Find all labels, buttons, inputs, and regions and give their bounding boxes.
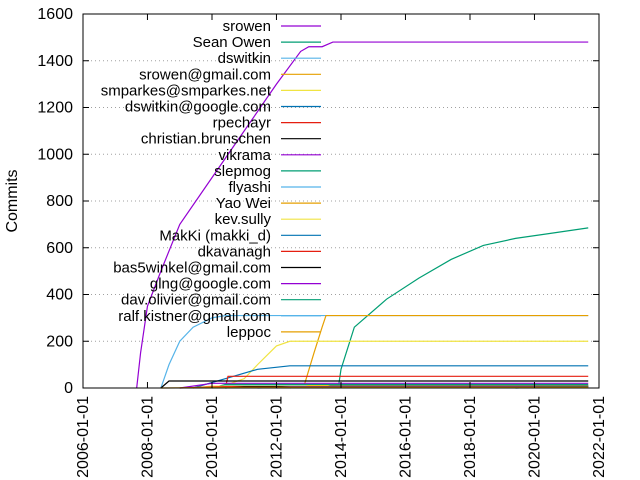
x-tick-label-2018-01-01: 2018-01-01 <box>462 396 479 478</box>
y-tick-label-400: 400 <box>46 287 73 304</box>
legend-label-4: smparkes@smparkes.net <box>101 82 272 99</box>
series-line-7 <box>160 380 589 389</box>
legend-label-12: kev.sully <box>215 211 272 228</box>
series-line-0 <box>136 41 589 389</box>
x-tick-label-2006-01-01: 2006-01-01 <box>75 396 92 478</box>
legend-label-2: dswitkin <box>218 50 271 67</box>
y-tick-label-800: 800 <box>46 193 73 210</box>
x-tick-label-2008-01-01: 2008-01-01 <box>139 396 156 478</box>
series-line-5 <box>192 365 589 389</box>
legend-label-19: leppoc <box>227 324 272 341</box>
legend-label-18: ralf.kistner@gmail.com <box>118 308 271 325</box>
y-tick-label-1000: 1000 <box>37 146 73 163</box>
series-line-4 <box>217 340 589 389</box>
series-line-3 <box>302 314 589 389</box>
y-tick-label-1200: 1200 <box>37 100 73 117</box>
series-line-2 <box>160 314 589 389</box>
legend-label-6: rpechayr <box>213 115 271 132</box>
x-tick-label-2012-01-01: 2012-01-01 <box>268 396 285 478</box>
x-axis: 2006-01-01 2008-01-01 2010-01-01 2012-01-01… <box>75 14 608 478</box>
y-tick-label-600: 600 <box>46 240 73 257</box>
y-axis-label: Commits <box>4 169 21 232</box>
legend-label-11: Yao Wei <box>216 195 271 212</box>
legend-label-3: srowen@gmail.com <box>139 66 271 83</box>
x-tick-label-2020-01-01: 2020-01-01 <box>526 396 543 478</box>
legend-label-0: srowen <box>223 18 271 35</box>
y-axis: 0 200 400 600 800 1000 1200 1400 1600 <box>37 6 599 397</box>
x-tick-label-2022-01-01: 2022-01-01 <box>591 396 608 478</box>
legend-label-7: christian.brunschen <box>141 131 271 148</box>
y-tick-label-1400: 1400 <box>37 53 73 70</box>
y-tick-label-1600: 1600 <box>37 6 73 23</box>
legend-label-17: dav.olivier@gmail.com <box>121 292 271 309</box>
legend-label-15: bas5winkel@gmail.com <box>113 260 271 277</box>
legend-label-1: Sean Owen <box>193 34 271 51</box>
legend-label-13: MakKi (makki_d) <box>159 227 271 244</box>
legend-label-16: glng@google.com <box>150 276 271 293</box>
legend-label-10: flyashi <box>228 179 271 196</box>
x-tick-label-2010-01-01: 2010-01-01 <box>204 396 221 478</box>
legend-label-5: dswitkin@google.com <box>125 99 271 116</box>
y-tick-label-200: 200 <box>46 333 73 350</box>
legend-label-9: slepmog <box>214 163 271 180</box>
series-line-1 <box>337 227 589 389</box>
legend-label-8: vikrama <box>218 147 271 164</box>
y-tick-label-0: 0 <box>64 380 73 397</box>
x-tick-label-2016-01-01: 2016-01-01 <box>397 396 414 478</box>
legend-label-14: dkavanagh <box>198 243 271 260</box>
x-tick-label-2014-01-01: 2014-01-01 <box>333 396 350 478</box>
